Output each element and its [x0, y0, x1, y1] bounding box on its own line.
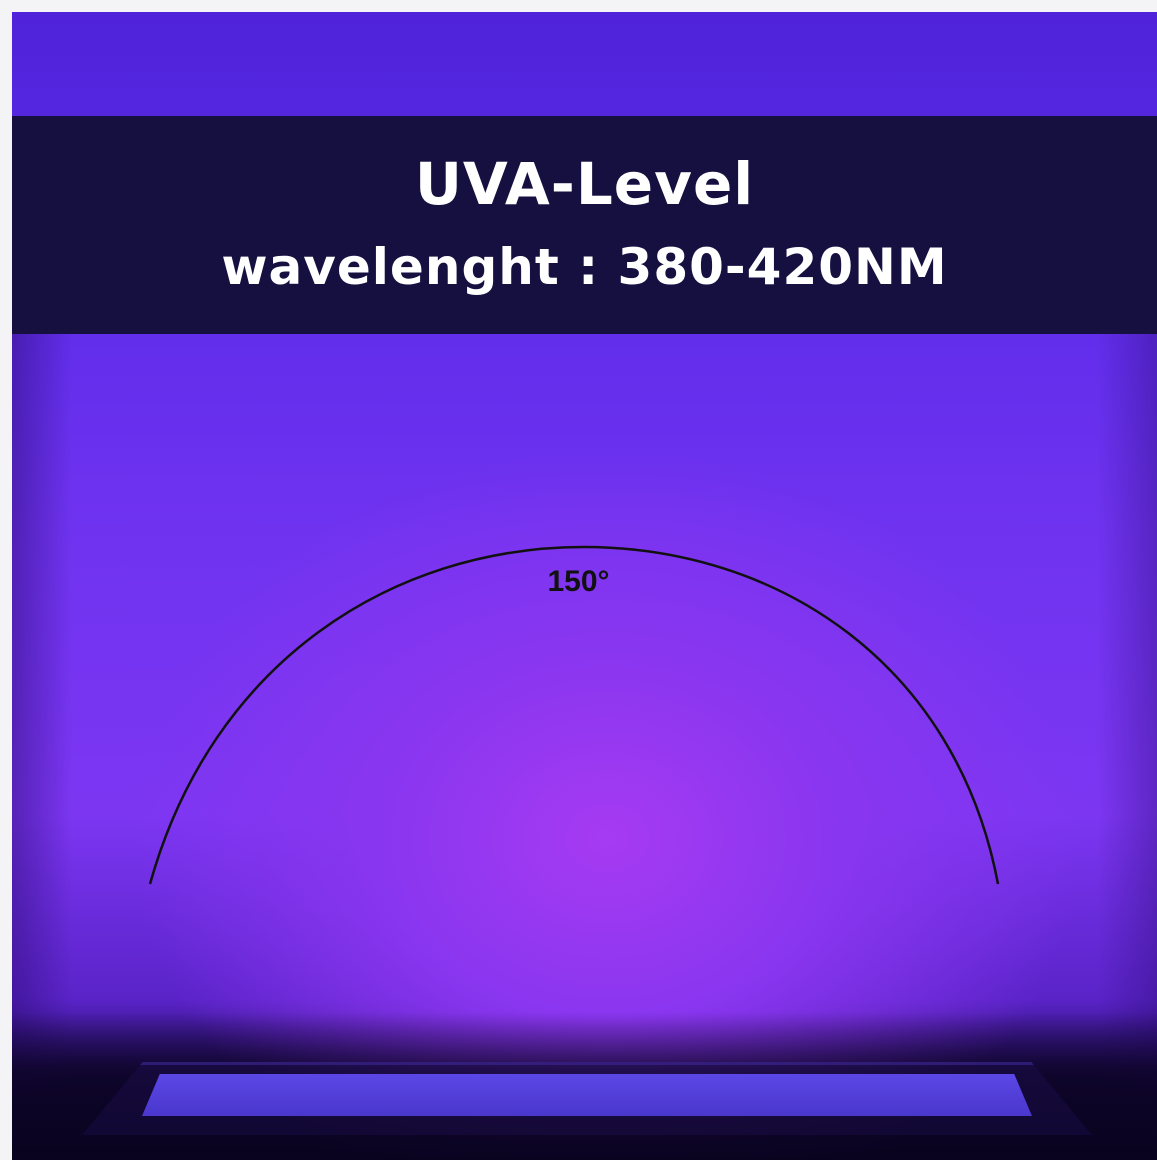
uv-light-photo: UVA-Level wavelenght : 380-420NM — [12, 12, 1157, 1160]
title-banner — [12, 116, 1157, 334]
left-shadow — [12, 332, 72, 1092]
beam-angle-label: 150° — [547, 565, 610, 598]
banner-subtitle: wavelenght : 380-420NM — [221, 238, 948, 296]
beam-angle-arc — [148, 545, 1000, 885]
banner-title: UVA-Level — [414, 150, 755, 218]
beam-arc-line — [148, 545, 1000, 885]
right-shadow — [1097, 332, 1157, 1092]
led-panel — [142, 1074, 1032, 1116]
